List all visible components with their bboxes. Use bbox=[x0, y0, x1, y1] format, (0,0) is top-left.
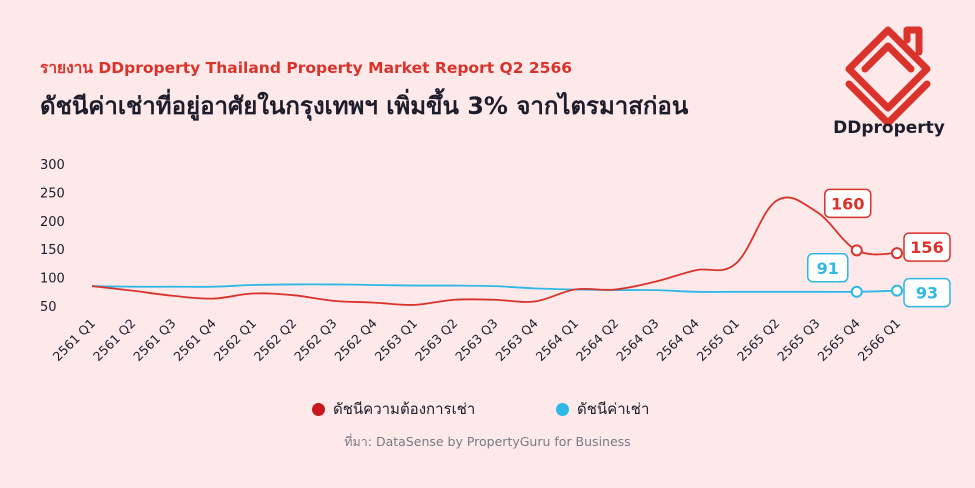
y-tick-label: 100 bbox=[40, 272, 65, 287]
rent-value-label: 91 bbox=[817, 259, 839, 278]
x-tick-label: 2561 Q4 bbox=[170, 315, 219, 364]
legend-dot-rent bbox=[556, 402, 569, 416]
x-tick-label: 2562 Q3 bbox=[291, 316, 339, 364]
demand-value-box bbox=[824, 188, 872, 219]
rent-point-marker bbox=[850, 285, 863, 298]
x-tick-label: 2564 Q1 bbox=[533, 316, 581, 364]
x-tick-label: 2561 Q3 bbox=[130, 316, 178, 364]
demand-value-label: 160 bbox=[831, 194, 864, 213]
x-tick-label: 2565 Q4 bbox=[814, 315, 863, 364]
x-tick-label: 2564 Q2 bbox=[573, 316, 621, 364]
y-tick-label: 300 bbox=[40, 158, 65, 173]
x-tick-label: 2564 Q4 bbox=[653, 315, 702, 364]
legend-label-demand: ดัชนีความต้องการเช่า bbox=[333, 400, 476, 418]
y-tick-label: 200 bbox=[40, 215, 65, 230]
y-tick-label: 150 bbox=[40, 243, 65, 258]
x-tick-label: 2562 Q4 bbox=[331, 315, 380, 364]
legend-item-rent: ดัชนีค่าเช่า bbox=[556, 397, 649, 421]
x-tick-label: 2562 Q2 bbox=[251, 316, 299, 364]
source-note: ที่มา: DataSense by PropertyGuru for Bus… bbox=[344, 434, 631, 449]
demand-point-marker bbox=[891, 247, 903, 260]
x-tick-label: 2565 Q2 bbox=[734, 316, 782, 364]
x-tick-label: 2562 Q1 bbox=[211, 316, 259, 364]
x-tick-label: 2563 Q4 bbox=[492, 315, 541, 364]
page-title: ดัชนีค่าเช่าที่อยู่อาศัยในกรุงเทพฯ เพิ่ม… bbox=[40, 92, 689, 120]
y-tick-label: 50 bbox=[40, 300, 57, 315]
x-tick-label: 2566 Q1 bbox=[855, 316, 903, 364]
x-tick-label: 2563 Q3 bbox=[452, 316, 500, 364]
report-subtitle: รายงาน DDproperty Thailand Property Mark… bbox=[40, 59, 573, 77]
legend-label-rent: ดัชนีค่าเช่า bbox=[577, 400, 650, 418]
ddproperty-logo-icon bbox=[845, 26, 931, 127]
x-tick-label: 2565 Q1 bbox=[694, 316, 742, 364]
rent-value-box bbox=[807, 253, 849, 283]
rent-value-box bbox=[903, 277, 951, 308]
legend-dot-demand bbox=[312, 402, 325, 416]
demand-point-marker bbox=[850, 244, 863, 257]
x-tick-label: 2563 Q1 bbox=[372, 316, 420, 364]
demand-value-label: 156 bbox=[910, 238, 943, 257]
demand-value-box bbox=[903, 232, 951, 262]
x-tick-label: 2561 Q2 bbox=[90, 316, 138, 364]
rent-value-label: 93 bbox=[916, 284, 938, 303]
x-tick-label: 2563 Q2 bbox=[412, 316, 460, 364]
x-tick-label: 2565 Q3 bbox=[774, 316, 822, 364]
legend-item-demand: ดัชนีความต้องการเช่า bbox=[312, 397, 475, 421]
rent-point-marker bbox=[891, 284, 903, 297]
y-tick-label: 250 bbox=[40, 186, 65, 201]
demand-series-line bbox=[91, 196, 898, 306]
brand-name: DDproperty bbox=[833, 118, 945, 138]
x-tick-label: 2564 Q3 bbox=[613, 316, 661, 364]
rent-series-line bbox=[91, 283, 898, 293]
x-tick-label: 2561 Q1 bbox=[50, 316, 98, 364]
